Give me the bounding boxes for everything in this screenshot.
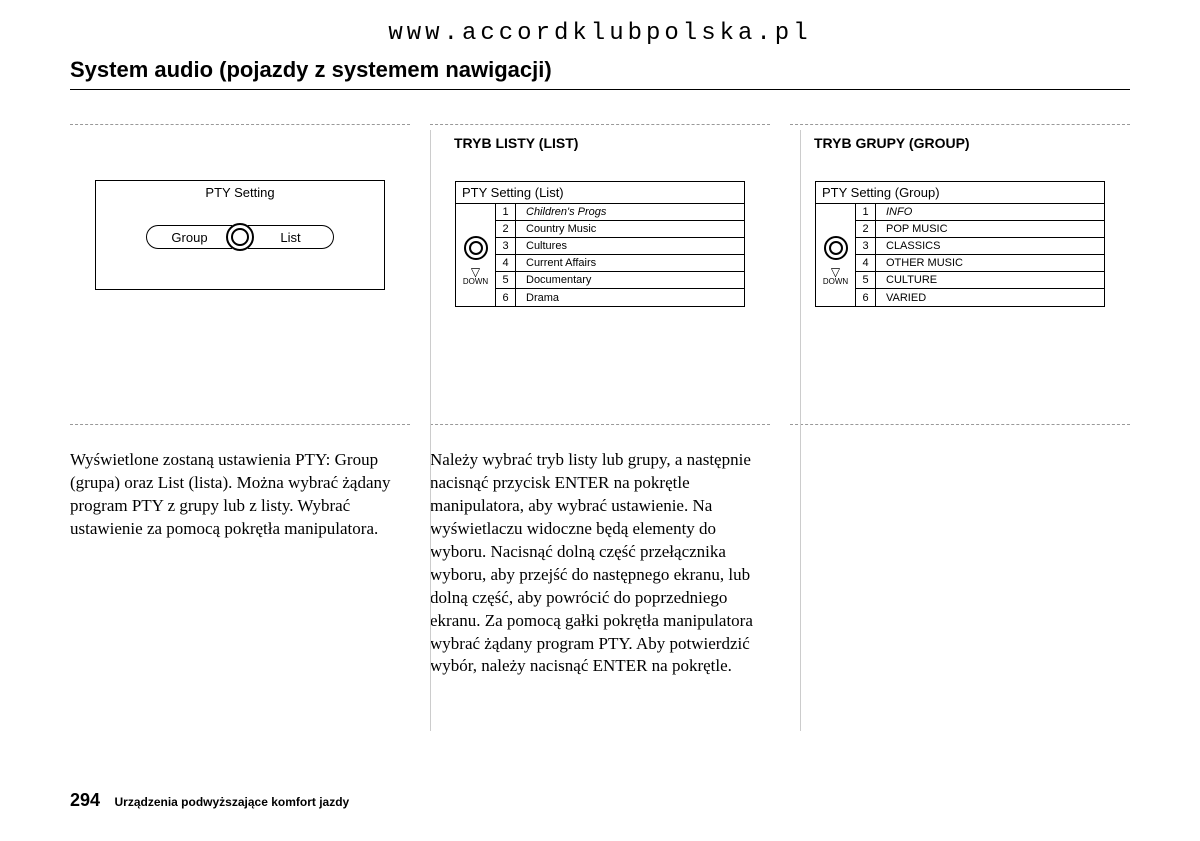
list-item-label: Current Affairs	[516, 257, 744, 269]
col3-label: TRYB GRUPY (GROUP)	[790, 135, 1130, 151]
column-1: PTY Setting Group List Wyświetlone zosta…	[70, 120, 410, 678]
list-item-label: POP MUSIC	[876, 223, 1104, 235]
knob-icon[interactable]	[824, 236, 848, 260]
figure-border-top	[430, 124, 770, 125]
list-item-number: 2	[496, 221, 516, 237]
list-item-label: VARIED	[876, 292, 1104, 304]
list-item[interactable]: 1INFO	[856, 204, 1104, 221]
list-item-number: 6	[496, 289, 516, 306]
toggle-list[interactable]: List	[248, 225, 334, 249]
list-item[interactable]: 4Current Affairs	[496, 255, 744, 272]
knob-icon[interactable]	[464, 236, 488, 260]
pty-list-rows: 1Children's Progs2Country Music3Cultures…	[496, 204, 744, 306]
list-item-label: CLASSICS	[876, 240, 1104, 252]
list-item-label: OTHER MUSIC	[876, 257, 1104, 269]
list-item-number: 1	[496, 204, 516, 220]
list-item-label: Documentary	[516, 274, 744, 286]
pty-list-box: PTY Setting (List) ▽ DOWN 1Children's Pr…	[455, 181, 745, 307]
down-label: DOWN	[823, 278, 848, 286]
list-item[interactable]: 4OTHER MUSIC	[856, 255, 1104, 272]
pty-list-title: PTY Setting (List)	[456, 182, 744, 204]
toggle-group[interactable]: Group	[146, 225, 232, 249]
list-item-number: 5	[496, 272, 516, 288]
page-url: www.accordklubpolska.pl	[70, 20, 1130, 47]
page-number: 294	[70, 790, 100, 810]
pty-group-rows: 1INFO2POP MUSIC3CLASSICS4OTHER MUSIC5CUL…	[856, 204, 1104, 306]
page-title: System audio (pojazdy z systemem nawigac…	[70, 57, 1130, 90]
list-item-number: 5	[856, 272, 876, 288]
list-item-label: Children's Progs	[516, 206, 744, 218]
pty-box-title: PTY Setting	[96, 181, 384, 200]
figure-border-top	[790, 124, 1130, 125]
list-item[interactable]: 6VARIED	[856, 289, 1104, 306]
pty-toggle: Group List	[146, 221, 334, 253]
list-item-number: 4	[496, 255, 516, 271]
group-left-panel: ▽ DOWN	[816, 204, 856, 306]
list-item-label: Cultures	[516, 240, 744, 252]
col2-text: Należy wybrać tryb listy lub grupy, a na…	[430, 449, 770, 678]
column-3: TRYB GRUPY (GROUP) PTY Setting (Group) ▽…	[790, 120, 1130, 678]
list-item-number: 6	[856, 289, 876, 306]
list-left-panel: ▽ DOWN	[456, 204, 496, 306]
list-item[interactable]: 5Documentary	[496, 272, 744, 289]
list-item[interactable]: 6Drama	[496, 289, 744, 306]
figure-border-bottom	[70, 424, 410, 425]
col1-text: Wyświetlone zostaną ustawienia PTY: Grou…	[70, 449, 410, 541]
list-item-label: INFO	[876, 206, 1104, 218]
list-item[interactable]: 2Country Music	[496, 221, 744, 238]
figure-border-bottom	[790, 424, 1130, 425]
list-item-number: 3	[496, 238, 516, 254]
col2-label: TRYB LISTY (LIST)	[430, 135, 770, 151]
list-item-label: CULTURE	[876, 274, 1104, 286]
footer-text: Urządzenia podwyższające komfort jazdy	[115, 795, 350, 809]
pty-group-box: PTY Setting (Group) ▽ DOWN 1INFO2POP MUS…	[815, 181, 1105, 307]
list-item-number: 4	[856, 255, 876, 271]
list-item[interactable]: 5CULTURE	[856, 272, 1104, 289]
figure-border-top	[70, 124, 410, 125]
down-label: DOWN	[463, 278, 488, 286]
list-item[interactable]: 3CLASSICS	[856, 238, 1104, 255]
list-item-number: 1	[856, 204, 876, 220]
page-footer: 294 Urządzenia podwyższające komfort jaz…	[70, 790, 349, 811]
toggle-knob-icon[interactable]	[226, 223, 254, 251]
list-item-label: Drama	[516, 292, 744, 304]
list-item[interactable]: 1Children's Progs	[496, 204, 744, 221]
column-2: TRYB LISTY (LIST) PTY Setting (List) ▽ D…	[430, 120, 770, 678]
list-item-number: 3	[856, 238, 876, 254]
content-columns: PTY Setting Group List Wyświetlone zosta…	[70, 120, 1130, 678]
list-item[interactable]: 3Cultures	[496, 238, 744, 255]
list-item[interactable]: 2POP MUSIC	[856, 221, 1104, 238]
pty-setting-box: PTY Setting Group List	[95, 180, 385, 290]
list-item-number: 2	[856, 221, 876, 237]
figure-border-bottom	[430, 424, 770, 425]
list-item-label: Country Music	[516, 223, 744, 235]
pty-group-title: PTY Setting (Group)	[816, 182, 1104, 204]
